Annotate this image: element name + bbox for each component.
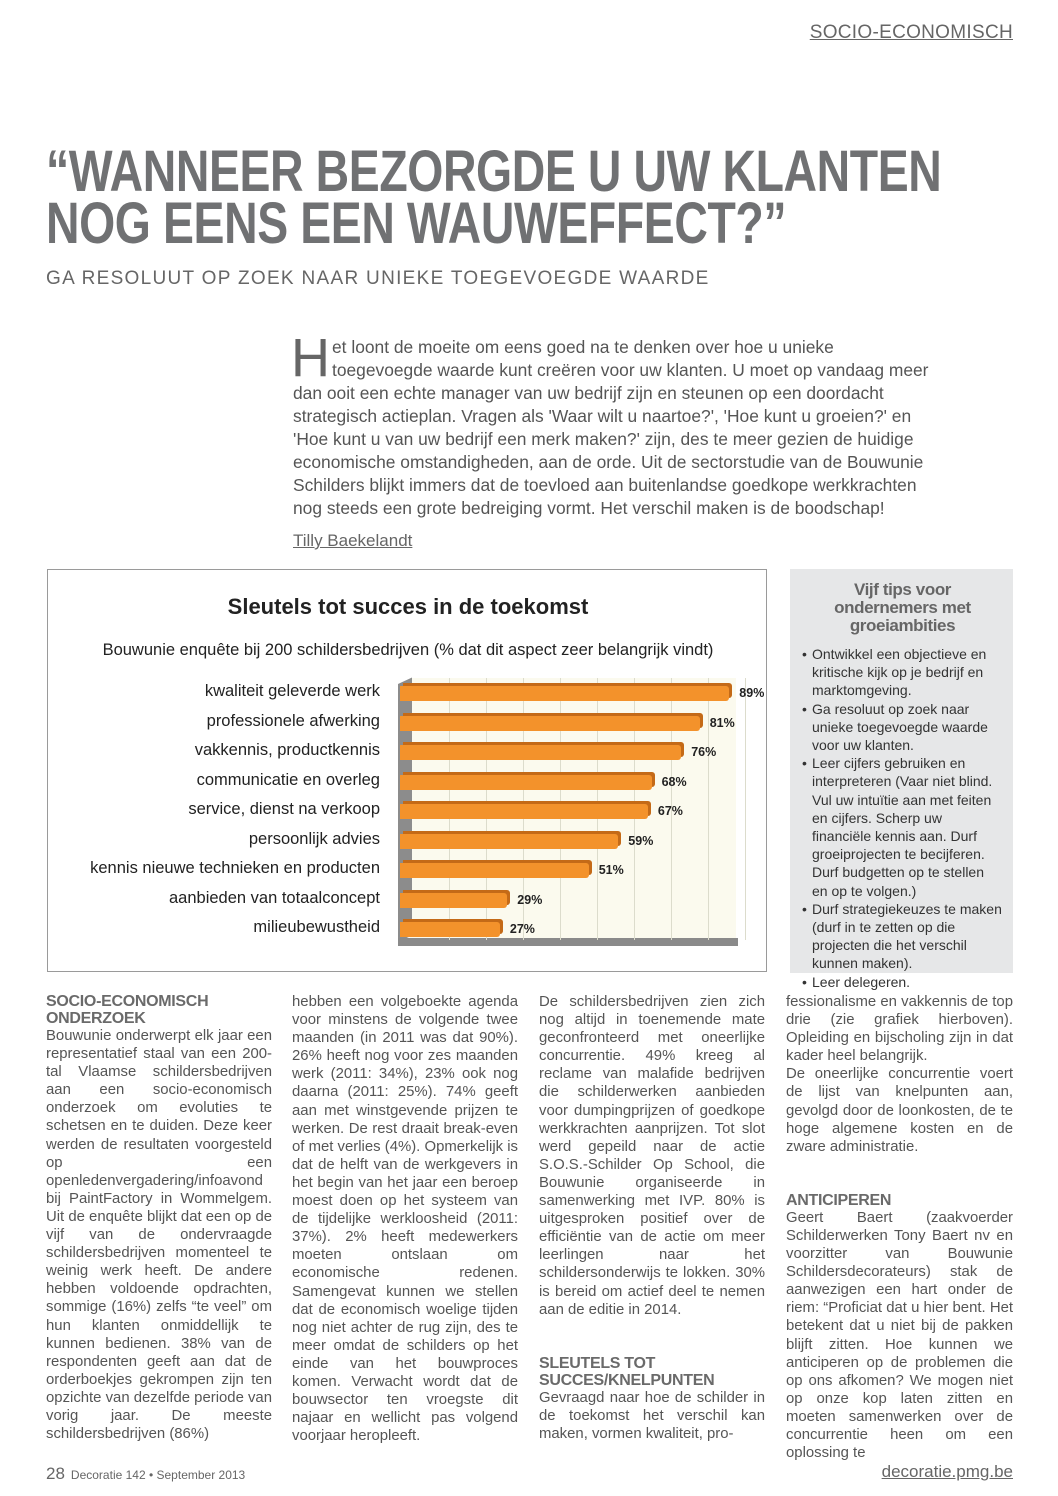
bar: [400, 686, 730, 701]
category-label: kennis nieuwe technieken en producten: [90, 859, 380, 877]
heading-sleutels-tot-succes: SLEUTELS TOT SUCCES/KNELPUNTEN: [539, 1354, 715, 1389]
bar-value-label: 29%: [517, 892, 543, 907]
heading-anticiperen: ANTICIPEREN: [786, 1191, 892, 1209]
bar-value-label: 89%: [739, 686, 765, 700]
category-label: aanbieden van totaalconcept: [168, 888, 380, 907]
paragraph: Gevraagd naar hoe de schilder in de toek…: [539, 1389, 765, 1442]
column-3: De schildersbedrijven zien zich nog alti…: [539, 993, 765, 1443]
tip-item: Ga resoluut op zoek naar unieke toegevoe…: [802, 700, 1003, 755]
category-label: vakkennis, productkennis: [194, 741, 380, 759]
section-tag: SOCIO-ECONOMISCH: [809, 22, 1013, 43]
bar: [400, 892, 508, 908]
tips-box: Vijf tips voor ondernemers met groeiambi…: [790, 569, 1013, 991]
bar-value-label: 59%: [628, 833, 654, 848]
paragraph: hebben een volgeboekte agenda voor minst…: [292, 994, 518, 1445]
page-number: 28: [46, 1464, 65, 1483]
category-label: persoonlijk advies: [248, 829, 380, 848]
column-1: SOCIO-ECONOMISCH ONDERZOEK Bouwunie onde…: [46, 993, 272, 1443]
bar-value-label: 81%: [709, 715, 735, 730]
paragraph: Geert Baert (zaakvoerder Schilderwerken …: [786, 1209, 1013, 1462]
chart-plot: 89% 81% 76% 68% 67% 59% 51% 29% 27%: [398, 677, 768, 948]
category-label: milieubewustheid: [253, 918, 380, 936]
plot-floor: [398, 938, 738, 946]
headline: “WANNEER BEZORGDE U UW KLANTEN NOG EENS …: [46, 139, 942, 256]
chart: Sleutels tot succes in de toekomst Bouwu…: [47, 569, 767, 972]
tips-list: Ontwikkel een objectieve en kritische ki…: [802, 645, 1003, 991]
bar: [400, 833, 619, 849]
intro-text: et loont de moeite om eens goed na te de…: [293, 337, 929, 518]
category-label: professionele afwerking: [206, 711, 380, 730]
chart-subtitle: Bouwunie enquête bij 200 schildersbedrij…: [102, 641, 714, 659]
bar: [400, 922, 500, 937]
bar: [400, 745, 682, 760]
issue-info: Decoratie 142 • September 2013: [70, 1468, 246, 1482]
bar-value-label: 51%: [598, 863, 624, 877]
bar: [400, 863, 589, 878]
paragraph: De schildersbedrijven zien zich nog alti…: [539, 994, 765, 1318]
category-label: communicatie en overleg: [196, 770, 380, 789]
drop-cap: H: [291, 328, 330, 388]
paragraph: fessionalisme en vakkennis de top drie (…: [786, 994, 1013, 1065]
footer-issue: 28 Decoratie 142 • September 2013: [46, 1464, 245, 1484]
gridline: [671, 678, 672, 940]
category-label: service, dienst na verkoop: [188, 800, 380, 818]
gridline: [745, 678, 746, 940]
tip-item: Leer cijfers gebruiken en interpreteren …: [802, 754, 1003, 900]
column-4: fessionalisme en vakkennis de top drie (…: [786, 993, 1013, 1462]
headline-line-2: NOG EENS EEN WAUWEFFECT?”: [46, 191, 787, 256]
paragraph: Bouwunie onderwerpt elk jaar een represe…: [46, 1028, 273, 1443]
chart-title: Sleutels tot succes in de toekomst: [227, 594, 589, 619]
bar: [400, 715, 700, 731]
bar-value-label: 68%: [661, 774, 687, 789]
bar: [400, 804, 648, 819]
website-link[interactable]: decoratie.pmg.be: [881, 1462, 1013, 1481]
headline-line-1: “WANNEER BEZORGDE U UW KLANTEN: [46, 139, 942, 204]
bar-value-label: 76%: [691, 745, 717, 759]
gridline: [708, 678, 709, 940]
heading-socio-economisch-onderzoek: SOCIO-ECONOMISCH ONDERZOEK: [46, 993, 209, 1027]
tip-item: Durf strategiekeuzes te maken (durf in t…: [802, 900, 1003, 973]
tip-item: Leer delegeren.: [802, 973, 1003, 991]
bar-value-label: 27%: [509, 922, 535, 936]
paragraph: De oneerlijke concurrentie voert de lijs…: [786, 1066, 1013, 1155]
tips-title: Vijf tips voor ondernemers met groeiambi…: [834, 580, 971, 635]
column-2: hebben een volgeboekte agenda voor minst…: [292, 993, 518, 1445]
subtitle: GA RESOLUUT OP ZOEK NAAR UNIEKE TOEGEVOE…: [46, 268, 710, 289]
author-link[interactable]: Tilly Baekelandt: [293, 531, 413, 550]
bar-value-label: 67%: [657, 804, 683, 818]
tip-item: Ontwikkel een objectieve en kritische ki…: [802, 645, 1003, 700]
bar: [400, 774, 652, 790]
category-label: kwaliteit geleverde werk: [204, 682, 380, 700]
